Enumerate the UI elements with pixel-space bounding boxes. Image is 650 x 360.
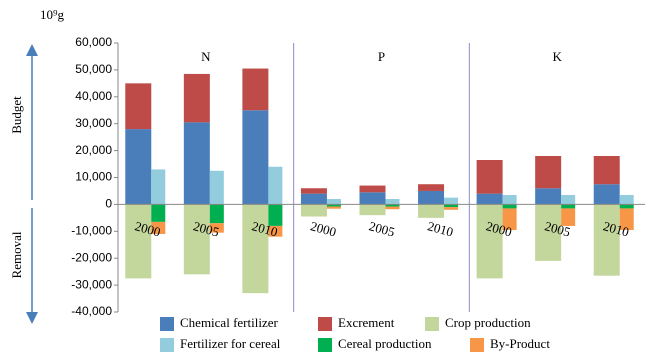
legend-swatch — [470, 338, 484, 352]
bar — [535, 188, 562, 205]
legend-swatch — [425, 317, 439, 331]
bar — [619, 208, 634, 230]
bar — [444, 197, 459, 205]
bar — [359, 185, 386, 193]
y-tick-label: -40,000 — [71, 304, 112, 318]
bar — [385, 204, 400, 207]
x-tick-label: 2000 — [133, 218, 162, 239]
bar — [209, 223, 224, 233]
legend-swatch — [318, 338, 332, 352]
legend-label: Excrement — [338, 315, 395, 330]
bar — [418, 204, 445, 218]
bar — [561, 208, 576, 226]
legend-swatch — [160, 338, 174, 352]
y-tick-label: 10,000 — [75, 170, 112, 184]
x-tick-label: 2005 — [367, 218, 396, 239]
bar — [418, 190, 445, 205]
bar — [359, 192, 386, 205]
bar — [125, 129, 152, 205]
bar — [593, 184, 620, 205]
bar — [125, 204, 152, 279]
legend-swatch — [318, 317, 332, 331]
y-tick-label: 60,000 — [75, 35, 112, 49]
bar — [359, 204, 386, 216]
panel-label: K — [552, 49, 562, 64]
bar — [476, 193, 503, 205]
bar — [209, 204, 224, 224]
bar — [242, 204, 269, 294]
legend-label: Chemical fertilizer — [180, 315, 278, 330]
bar — [593, 155, 620, 185]
legend-label: Fertilizer for cereal — [180, 336, 281, 351]
bar — [183, 73, 210, 123]
bar — [326, 206, 341, 209]
x-tick-label: 2005 — [543, 218, 572, 239]
bar — [444, 207, 459, 210]
bar — [151, 204, 166, 222]
panel-label: N — [201, 49, 211, 64]
bar — [476, 204, 503, 279]
bar — [326, 204, 341, 207]
x-tick-label: 2010 — [602, 218, 631, 239]
bar — [300, 204, 327, 217]
legend-label: By-Product — [490, 336, 550, 351]
bar — [300, 193, 327, 205]
bar — [268, 204, 283, 226]
y-tick-label: 20,000 — [75, 143, 112, 157]
bar — [561, 194, 576, 205]
bar — [268, 166, 283, 205]
bar — [151, 169, 166, 205]
bar — [418, 184, 445, 191]
bar — [183, 122, 210, 205]
budget-label: Budget — [9, 96, 24, 134]
bar — [242, 110, 269, 205]
bar — [242, 68, 269, 111]
bar — [125, 83, 152, 130]
bar — [619, 194, 634, 205]
x-tick-label: 2000 — [309, 218, 338, 239]
x-tick-label: 2010 — [426, 218, 455, 239]
x-tick-label: 2010 — [250, 218, 279, 239]
bar — [183, 204, 210, 275]
removal-label: Removal — [9, 231, 24, 278]
bar — [502, 208, 517, 230]
bar — [561, 204, 576, 209]
bar — [502, 194, 517, 205]
y-tick-label: -20,000 — [71, 250, 112, 264]
bar — [619, 204, 634, 209]
x-tick-label: 2000 — [485, 218, 514, 239]
bar — [300, 188, 327, 194]
panel-label: P — [378, 49, 385, 64]
y-tick-label: 30,000 — [75, 116, 112, 130]
legend-swatch — [160, 317, 174, 331]
bar — [476, 160, 503, 194]
y-tick-label: -30,000 — [71, 277, 112, 291]
bar — [444, 204, 459, 208]
x-tick-label: 2005 — [192, 218, 221, 239]
bar — [535, 155, 562, 189]
bar — [385, 206, 400, 210]
bar — [502, 204, 517, 209]
legend-label: Crop production — [445, 315, 531, 330]
bar — [268, 225, 283, 237]
y-tick-label: 50,000 — [75, 62, 112, 76]
bar — [535, 204, 562, 261]
bar — [209, 170, 224, 205]
bar — [385, 199, 400, 205]
bar — [593, 204, 620, 276]
y-unit: 10⁹g — [40, 7, 65, 22]
y-tick-label: 40,000 — [75, 89, 112, 103]
y-tick-label: -10,000 — [71, 223, 112, 237]
y-tick-label: 0 — [105, 197, 112, 211]
bar — [326, 199, 341, 205]
legend-label: Cereal production — [338, 336, 432, 351]
bar — [151, 221, 166, 234]
